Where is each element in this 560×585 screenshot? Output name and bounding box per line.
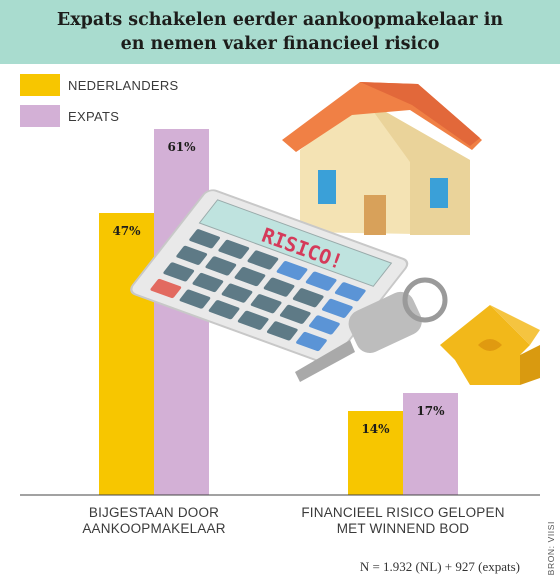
calculator-key: [234, 267, 266, 287]
calculator-key: [263, 277, 295, 297]
data-label-nederlanders-1: 14%: [361, 422, 390, 436]
sample-size-note: N = 1.932 (NL) + 927 (expats): [359, 559, 520, 574]
calculator-key: [266, 321, 298, 341]
bar-nederlanders-0: [99, 213, 154, 495]
calculator-key: [218, 239, 250, 259]
calculator-key: [189, 229, 221, 249]
house-icon: [282, 82, 482, 235]
category-label-1: FINANCIEEL RISICO GELOPEN MET WINNEND BO…: [301, 505, 505, 536]
bar-nederlanders-1: [348, 411, 403, 495]
calculator-key: [279, 304, 311, 324]
source-credit: BRON: VIISI: [546, 520, 556, 575]
calculator-key: [305, 271, 337, 291]
legend-label-nederlanders: NEDERLANDERS: [68, 77, 179, 93]
chart-title-line-2: en nemen vaker financieel risico: [120, 34, 440, 54]
calculator-key: [296, 331, 327, 352]
calculator-icon: [130, 189, 409, 364]
legend-swatch-nederlanders: [20, 74, 60, 96]
calculator-key: [276, 261, 308, 281]
calculator-key: [334, 282, 366, 302]
chart-title-line-1: Expats schakelen eerder aankoopmakelaar …: [56, 10, 504, 30]
calculator-key: [309, 315, 340, 335]
calculator-key: [250, 294, 282, 314]
calculator-key: [292, 288, 324, 308]
chart-header: Expats schakelen eerder aankoopmakelaar …: [0, 0, 560, 64]
calculator-key: [321, 298, 353, 318]
category-label-0: BIJGESTAAN DOOR AANKOOPMAKELAAR: [82, 505, 226, 536]
calculator-key: [221, 283, 253, 303]
legend-label-expats: EXPATS: [68, 108, 120, 124]
calculator-key: [150, 278, 182, 299]
legend-item-expats: EXPATS: [20, 105, 179, 127]
legend: NEDERLANDERS EXPATS: [20, 74, 179, 136]
calculator-key: [192, 272, 224, 293]
calculator-key: [247, 250, 279, 270]
calculator-key: [176, 245, 208, 265]
data-label-nederlanders-0: 47%: [112, 224, 141, 238]
key-icon: [295, 277, 540, 385]
legend-swatch-expats: [20, 105, 60, 127]
calculator-key: [205, 256, 237, 276]
bar-expats-1: [403, 393, 458, 495]
data-label-expats-0: 61%: [167, 140, 196, 154]
legend-item-nederlanders: NEDERLANDERS: [20, 74, 179, 96]
calculator-key: [179, 289, 211, 309]
data-label-expats-1: 17%: [416, 404, 445, 418]
calculator-key: [163, 262, 195, 282]
calculator-key: [237, 310, 269, 330]
calculator-key: [208, 300, 240, 320]
